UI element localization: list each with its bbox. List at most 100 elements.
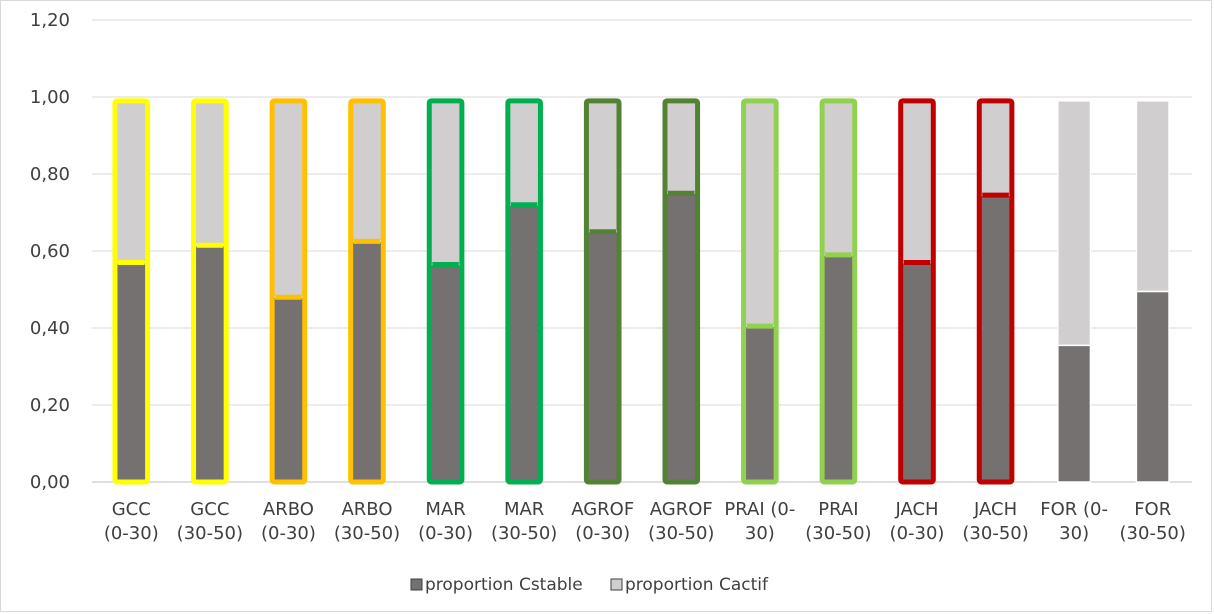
bar-cstable — [428, 263, 463, 483]
bar-group — [269, 98, 308, 485]
bar-cstable — [664, 192, 699, 483]
bar-cstable — [585, 231, 620, 483]
x-tick-label: (0-30) — [261, 523, 316, 544]
bar-cactif — [821, 100, 856, 256]
bar-group — [112, 98, 151, 485]
x-tick-label: (30-50) — [334, 523, 400, 544]
bar-cstable — [821, 254, 856, 483]
bar-cstable — [271, 296, 306, 483]
x-tick-label: PRAI (0- — [724, 499, 795, 520]
bar-group — [976, 98, 1015, 485]
bar-cactif — [271, 100, 306, 298]
x-tick-label: (0-30) — [890, 523, 945, 544]
x-tick-label: PRAI — [818, 499, 858, 520]
bar-cstable — [1057, 344, 1092, 483]
bar-cactif — [349, 100, 385, 243]
gridlines — [92, 19, 1192, 483]
bars — [112, 98, 1170, 485]
x-tick-label: (30-50) — [491, 523, 557, 544]
bar-group — [348, 98, 386, 485]
y-tick-label: 0,20 — [30, 395, 70, 416]
bar-outline — [583, 98, 622, 485]
legend-item: proportion Cstable — [410, 575, 583, 595]
bar-outline — [348, 98, 386, 485]
legend-swatch — [610, 578, 623, 591]
bar-outline — [191, 98, 229, 485]
x-tick-label: 30) — [1059, 523, 1089, 544]
bar-group — [662, 98, 701, 485]
x-tick-label: (30-50) — [805, 523, 871, 544]
x-tick-label: FOR (0- — [1040, 499, 1108, 520]
y-tick-label: 0,40 — [30, 318, 70, 339]
x-tick-label: (30-50) — [1120, 523, 1186, 544]
y-tick-label: 1,20 — [30, 10, 70, 31]
legend: proportion Cstable proportion Cactif — [410, 575, 769, 595]
x-tick-label: AGROF — [650, 499, 713, 520]
y-tick-label: 1,00 — [30, 87, 70, 108]
x-tick-label: (0-30) — [575, 523, 630, 544]
x-tick-label: (30-50) — [962, 523, 1028, 544]
bar-cstable — [349, 240, 385, 483]
bar-outline — [426, 98, 465, 485]
bar-cactif — [664, 100, 699, 194]
bar-cactif — [742, 100, 777, 327]
x-tick-label: GCC — [112, 499, 151, 520]
x-axis: GCC (0-30) GCC (30-50) ARBO (0-30) ARBO (30-50)… — [104, 499, 1186, 544]
bar-cactif — [507, 100, 542, 206]
legend-swatch — [410, 578, 423, 591]
bar-outline — [976, 98, 1015, 485]
bar-outline — [819, 98, 858, 485]
x-tick-label: GCC — [190, 499, 229, 520]
bar-cactif — [428, 100, 463, 266]
bar-outline — [112, 98, 151, 485]
bar-outline — [662, 98, 701, 485]
bar-cactif — [192, 100, 227, 246]
x-tick-label: (0-30) — [104, 523, 159, 544]
y-tick-label: 0,80 — [30, 164, 70, 185]
bar-group — [426, 98, 465, 485]
bar-cstable — [978, 194, 1013, 483]
bar-group — [583, 98, 622, 485]
legend-label: proportion Cstable — [425, 575, 583, 595]
y-tick-label: 0,00 — [30, 472, 70, 493]
bar-cactif — [1135, 100, 1170, 293]
x-tick-label: (30-50) — [177, 523, 243, 544]
bar-outline — [741, 98, 779, 485]
x-tick-label: (30-50) — [648, 523, 714, 544]
bar-cactif — [1057, 100, 1092, 347]
bar-cactif — [114, 100, 149, 264]
bar-cactif — [899, 100, 935, 264]
bar-group — [191, 98, 229, 485]
bar-group — [505, 98, 543, 485]
bar-group — [819, 98, 858, 485]
bar-cactif — [585, 100, 620, 233]
y-tick-label: 0,60 — [30, 241, 70, 262]
bar-cstable — [1135, 290, 1170, 483]
x-tick-label: AGROF — [571, 499, 634, 520]
bar-outline — [505, 98, 543, 485]
x-tick-label: MAR — [504, 499, 544, 520]
bar-cstable — [899, 261, 935, 483]
x-tick-label: MAR — [425, 499, 465, 520]
bar-outline — [898, 98, 936, 485]
x-tick-label: ARBO — [263, 499, 314, 520]
bar-group — [898, 98, 936, 485]
bar-group — [741, 98, 779, 485]
bar-cactif — [978, 100, 1013, 196]
bar-outline — [269, 98, 308, 485]
x-tick-label: JACH — [973, 499, 1017, 520]
x-tick-label: FOR — [1134, 499, 1171, 520]
legend-label: proportion Cactif — [625, 575, 769, 595]
bar-cstable — [742, 325, 777, 483]
x-tick-label: 30) — [745, 523, 775, 544]
bar-cstable — [507, 204, 542, 483]
legend-item: proportion Cactif — [610, 575, 769, 595]
x-tick-label: ARBO — [341, 499, 392, 520]
y-axis: 0,00 0,20 0,40 0,60 0,80 1,00 1,20 — [30, 10, 70, 493]
bar-cstable — [192, 244, 227, 483]
x-tick-label: (0-30) — [418, 523, 473, 544]
bar-group — [1057, 100, 1092, 483]
bar-group — [1135, 100, 1170, 483]
